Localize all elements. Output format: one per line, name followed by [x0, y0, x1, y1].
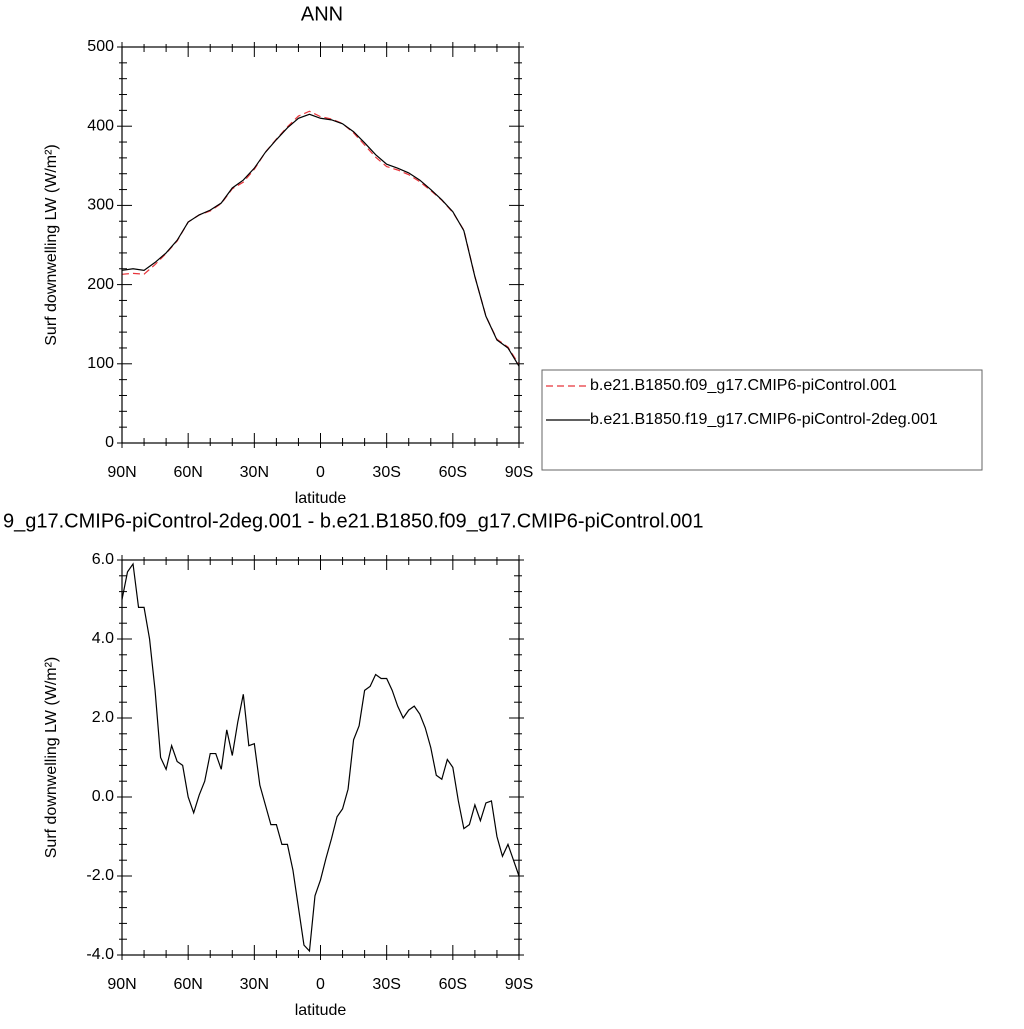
y-tick-label: 400 — [87, 117, 114, 134]
data-line — [121, 110, 520, 365]
x-tick-label: 60N — [173, 976, 202, 993]
chart-title: ANN — [301, 3, 343, 25]
y-tick-label: 100 — [87, 355, 114, 372]
x-axis-label: latitude — [295, 1002, 347, 1019]
x-axis-label: latitude — [295, 490, 347, 507]
legend-label: b.e21.B1850.f19_g17.CMIP6-piControl-2deg… — [590, 411, 938, 428]
chart-title: 9_g17.CMIP6-piControl-2deg.001 - b.e21.B… — [3, 510, 703, 532]
x-tick-label: 30S — [372, 976, 400, 993]
x-tick-label: 60N — [173, 464, 202, 481]
x-tick-label: 30S — [372, 464, 400, 481]
y-tick-label: -4.0 — [86, 946, 114, 963]
x-tick-label: 0 — [316, 976, 325, 993]
x-tick-label: 0 — [316, 464, 325, 481]
x-tick-label: 90S — [505, 976, 533, 993]
legend-label: b.e21.B1850.f09_g17.CMIP6-piControl.001 — [590, 377, 897, 394]
y-axis-label: Surf downwelling LW (W/m²) — [43, 144, 60, 346]
y-tick-label: 0.0 — [92, 788, 114, 805]
plot-frame — [121, 559, 520, 956]
x-tick-label: 60S — [439, 464, 467, 481]
x-tick-label: 30N — [240, 464, 269, 481]
y-tick-label: 6.0 — [92, 551, 114, 568]
x-tick-label: 90S — [505, 464, 533, 481]
data-line — [121, 113, 520, 367]
x-tick-label: 90N — [107, 464, 136, 481]
x-tick-label: 60S — [439, 976, 467, 993]
y-tick-label: 0 — [105, 434, 114, 451]
plot-frame — [121, 46, 520, 444]
y-tick-label: 200 — [87, 276, 114, 293]
y-tick-label: 4.0 — [92, 630, 114, 647]
y-axis-label: Surf downwelling LW (W/m²) — [43, 657, 60, 859]
legend-box — [541, 369, 983, 471]
data-line — [121, 562, 520, 953]
y-tick-label: -2.0 — [86, 867, 114, 884]
x-tick-label: 90N — [107, 976, 136, 993]
y-tick-label: 300 — [87, 197, 114, 214]
y-tick-label: 2.0 — [92, 709, 114, 726]
x-tick-label: 30N — [240, 976, 269, 993]
y-tick-label: 500 — [87, 38, 114, 55]
